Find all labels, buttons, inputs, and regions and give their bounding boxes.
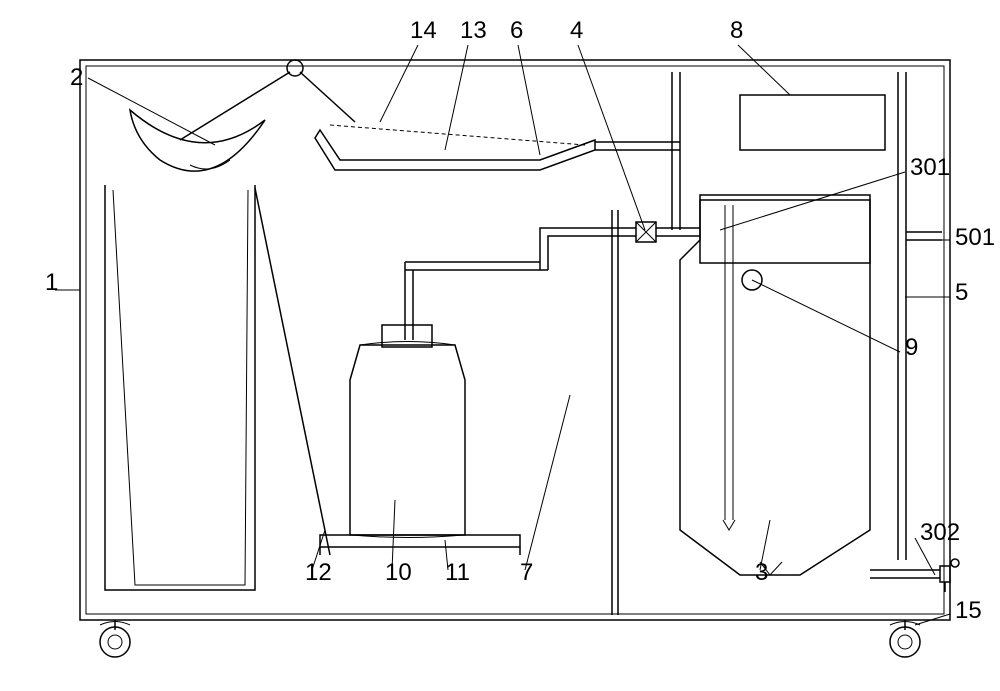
leader-6 — [518, 45, 540, 155]
leader-14 — [380, 45, 418, 122]
tap-handle — [951, 559, 959, 567]
label-10: 10 — [385, 559, 412, 586]
left-vessel-outer — [105, 185, 255, 590]
leader-4 — [578, 45, 645, 230]
label-1: 1 — [45, 269, 58, 296]
tray-dash — [330, 125, 585, 145]
label-14: 14 — [410, 17, 437, 44]
label-302: 302 — [920, 519, 960, 546]
outer-housing — [80, 60, 950, 620]
canister-10-body — [350, 345, 465, 535]
caster-right — [890, 620, 920, 657]
slope-12 — [255, 188, 330, 555]
label-301: 301 — [910, 154, 950, 181]
label-5: 5 — [955, 279, 968, 306]
diagram-canvas: 121413648301501593021537111012 — [0, 0, 1000, 691]
left-vessel-inner — [113, 190, 248, 585]
label-501: 501 — [955, 224, 995, 251]
outer-housing-inner — [86, 66, 944, 614]
caster-left — [100, 620, 130, 657]
label-15: 15 — [955, 597, 982, 624]
bag-2 — [130, 110, 265, 171]
label-4: 4 — [570, 17, 583, 44]
leader-7 — [525, 395, 570, 570]
label-6: 6 — [510, 17, 523, 44]
top-tray — [315, 130, 595, 170]
label-11: 11 — [445, 559, 470, 586]
pipe-7b — [548, 236, 636, 270]
pulley-icon — [287, 60, 303, 76]
leader-8 — [738, 45, 790, 95]
label-13: 13 — [460, 17, 487, 44]
label-9: 9 — [905, 334, 918, 361]
canister-10-lid — [382, 325, 432, 347]
pipe-7a — [540, 228, 636, 270]
label-7: 7 — [520, 559, 533, 586]
label-3: 3 — [755, 559, 768, 586]
tap-body — [940, 566, 950, 582]
leader-9 — [752, 280, 900, 352]
leader-301 — [720, 172, 905, 230]
leader-2 — [88, 78, 215, 145]
platform-11 — [320, 535, 520, 547]
label-12: 12 — [305, 559, 332, 586]
label-2: 2 — [70, 64, 83, 91]
box-8 — [740, 95, 885, 150]
vessel-3 — [680, 200, 870, 575]
label-8: 8 — [730, 17, 743, 44]
rope-left — [180, 72, 290, 140]
rope-right — [300, 72, 355, 122]
